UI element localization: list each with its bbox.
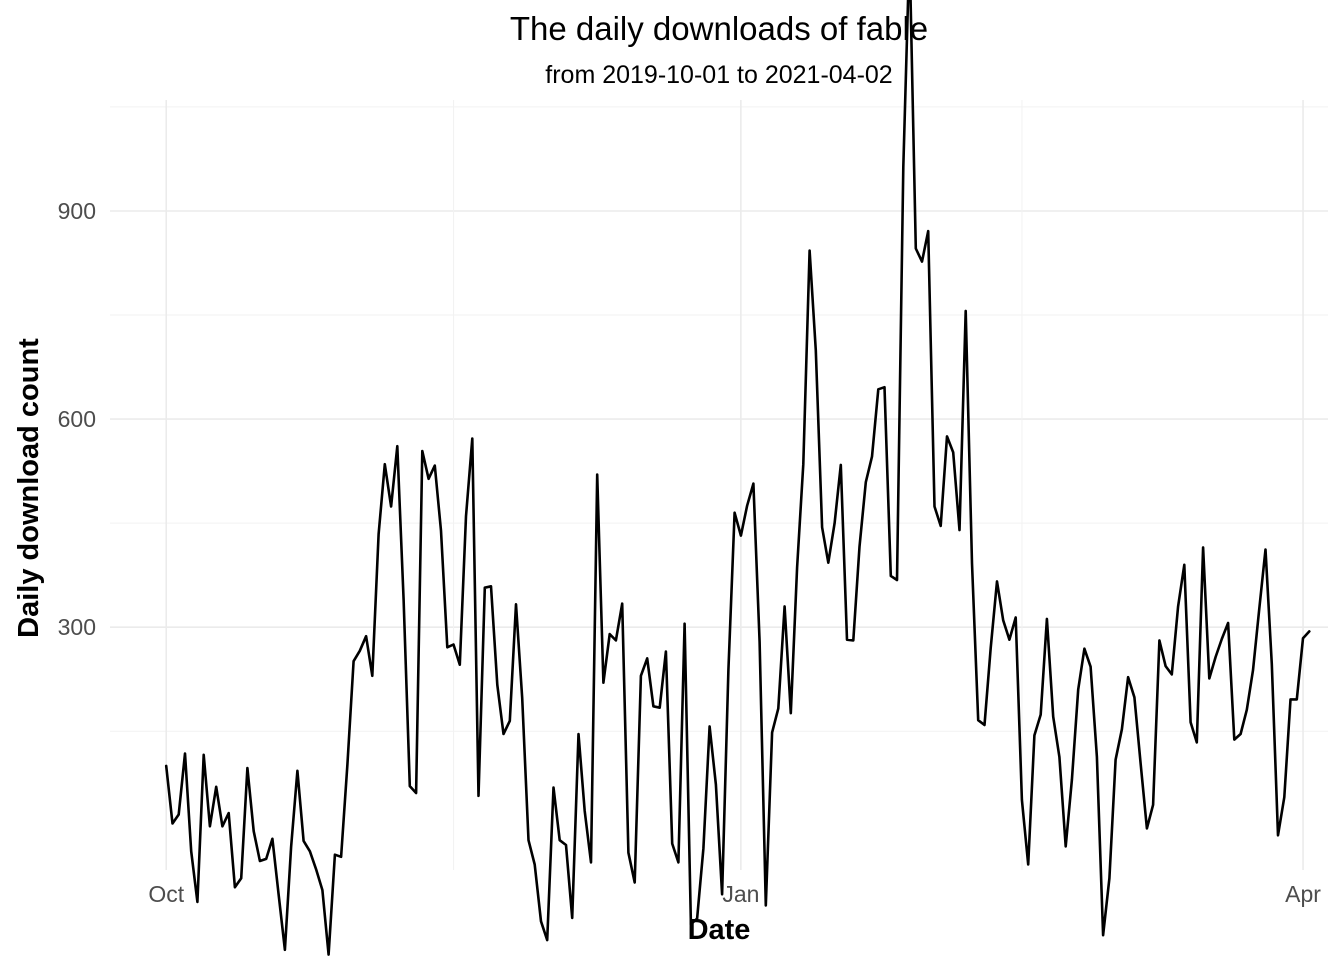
x-tick-label: Oct bbox=[148, 881, 184, 907]
series-line-daily-downloads bbox=[164, 0, 1311, 956]
y-axis-title: Daily download count bbox=[13, 338, 45, 638]
tick-labels: 300 600 900 Oct Jan Apr bbox=[58, 198, 1322, 907]
chart-title: The daily downloads of fable bbox=[510, 10, 928, 47]
x-axis-title: Date bbox=[688, 914, 751, 946]
y-tick-label: 300 bbox=[58, 614, 96, 640]
chart-subtitle: from 2019-10-01 to 2021-04-02 bbox=[545, 61, 892, 89]
x-tick-label: Apr bbox=[1285, 881, 1321, 907]
x-tick-label: Jan bbox=[722, 881, 759, 907]
y-tick-label: 600 bbox=[58, 406, 96, 432]
grid bbox=[110, 100, 1328, 870]
y-tick-label: 900 bbox=[58, 198, 96, 224]
